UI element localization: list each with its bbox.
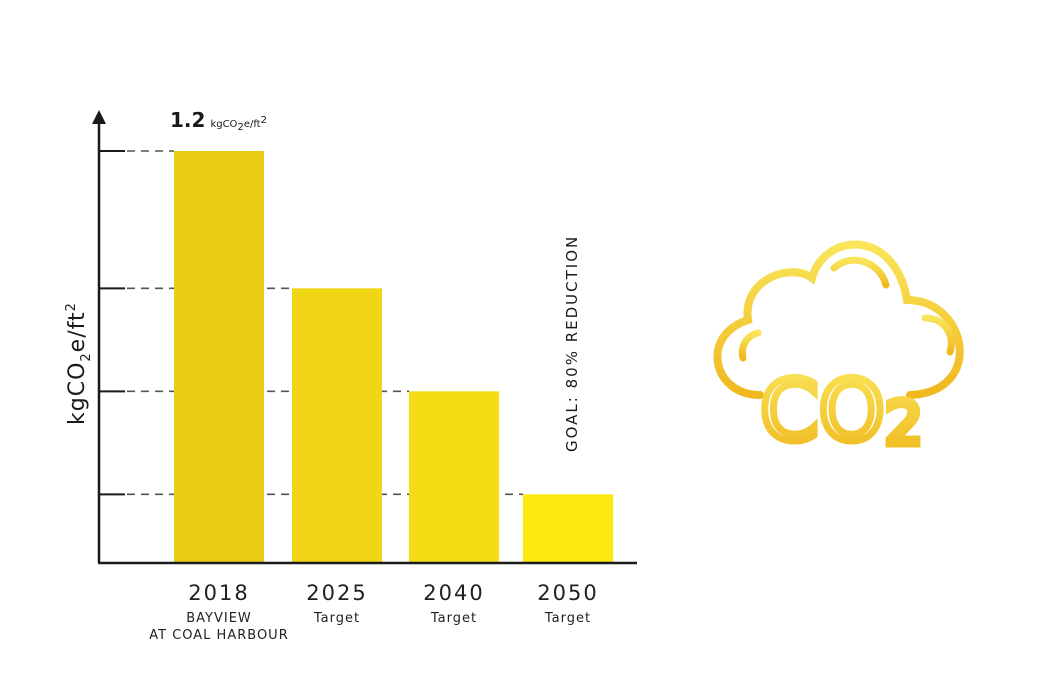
category-sublabel: Target: [544, 611, 591, 626]
category-label-2025: 2025: [306, 581, 367, 605]
category-sublabel: Target: [313, 611, 360, 626]
category-label-2040: 2040: [423, 581, 484, 605]
bar-2025: [292, 288, 382, 563]
category-sublabel: AT COAL HARBOUR: [149, 628, 288, 643]
goal-annotation: GOAL: 80% REDUCTION: [563, 235, 581, 452]
category-labels: 2018 BAYVIEW AT COAL HARBOUR 2025 Target 2040…: [149, 581, 598, 643]
y-axis-arrow-icon: [92, 110, 106, 124]
category-sublabel: Target: [430, 611, 477, 626]
bar-2040: [409, 391, 499, 563]
svg-text:CO2: CO2: [760, 362, 923, 460]
bars: [174, 151, 613, 563]
category-label-2050: 2050: [537, 581, 598, 605]
category-label-2018: 2018: [188, 581, 249, 605]
top-value-annotation: 1.2 kgCO2e/ft2: [170, 108, 267, 133]
co2-cloud-icon: CO2: [713, 240, 964, 464]
category-sublabel: BAYVIEW: [186, 611, 252, 626]
bar-2050: [523, 494, 613, 563]
y-axis-label: kgCO2e/ft2: [64, 302, 94, 425]
bar-2018: [174, 151, 264, 563]
